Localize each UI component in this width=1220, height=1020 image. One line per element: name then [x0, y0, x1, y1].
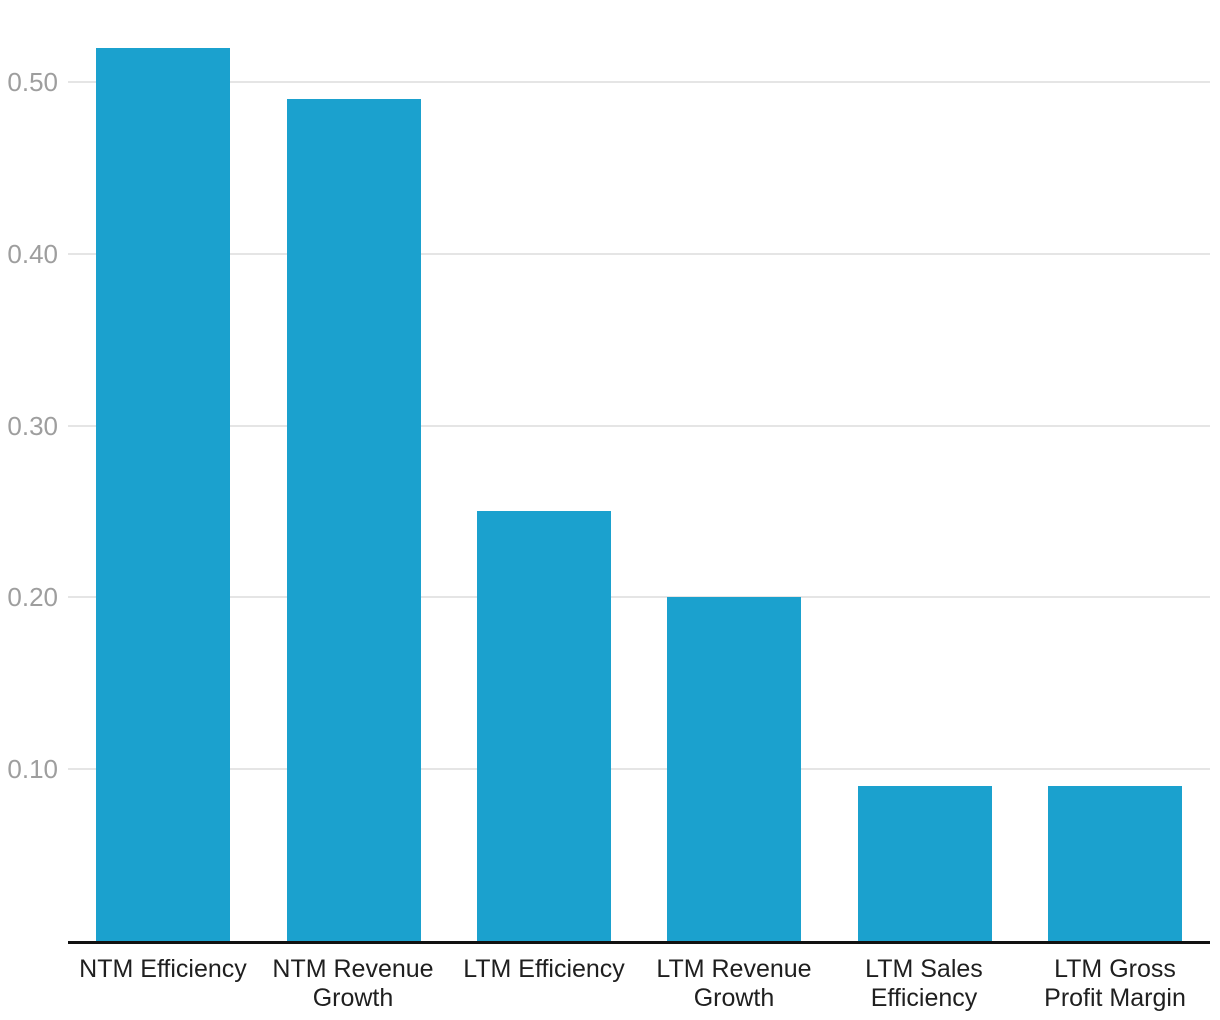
x-tick-label-line: LTM Sales	[865, 955, 983, 983]
y-gridline	[68, 596, 1210, 599]
bar-5	[858, 786, 992, 941]
y-gridline	[68, 81, 1210, 83]
y-gridline	[68, 768, 1210, 771]
bar-2	[287, 99, 421, 941]
y-tick-label: 0.10	[7, 754, 58, 785]
x-tick-label-line: NTM Efficiency	[79, 955, 247, 983]
bar-6	[1048, 786, 1182, 941]
y-gridline	[68, 252, 1210, 255]
bar-4	[667, 597, 801, 941]
x-tick-label: LTM Sales Efficiency	[829, 955, 1019, 1013]
x-tick-label-line: Profit Margin	[1044, 984, 1186, 1012]
y-tick-label: 0.40	[7, 238, 58, 269]
y-tick-label: 0.30	[7, 410, 58, 441]
bar-1	[96, 48, 230, 941]
y-tick-label: 0.50	[7, 67, 58, 97]
x-axis-line	[68, 941, 1210, 944]
x-tick-label-line: Efficiency	[870, 984, 978, 1012]
x-tick-label: LTM Gross Profit Margin	[1020, 955, 1210, 1013]
x-tick-label: LTM Efficiency	[449, 955, 639, 984]
y-gridline	[68, 424, 1210, 427]
y-tick-label: 0.20	[7, 582, 58, 613]
x-tick-label: NTM Efficiency	[68, 955, 258, 984]
x-tick-label-line: NTM Revenue	[272, 955, 434, 983]
x-tick-label-line: Growth	[693, 984, 775, 1012]
x-tick-label-line: LTM Gross	[1054, 955, 1176, 983]
x-tick-label: LTM Revenue Growth	[639, 955, 829, 1013]
bar-3	[477, 511, 611, 941]
x-tick-label-line: LTM Revenue	[656, 955, 812, 983]
x-tick-label-line: LTM Efficiency	[463, 955, 625, 983]
x-tick-label: NTM Revenue Growth	[258, 955, 448, 1013]
x-tick-label-line: Growth	[312, 984, 394, 1012]
